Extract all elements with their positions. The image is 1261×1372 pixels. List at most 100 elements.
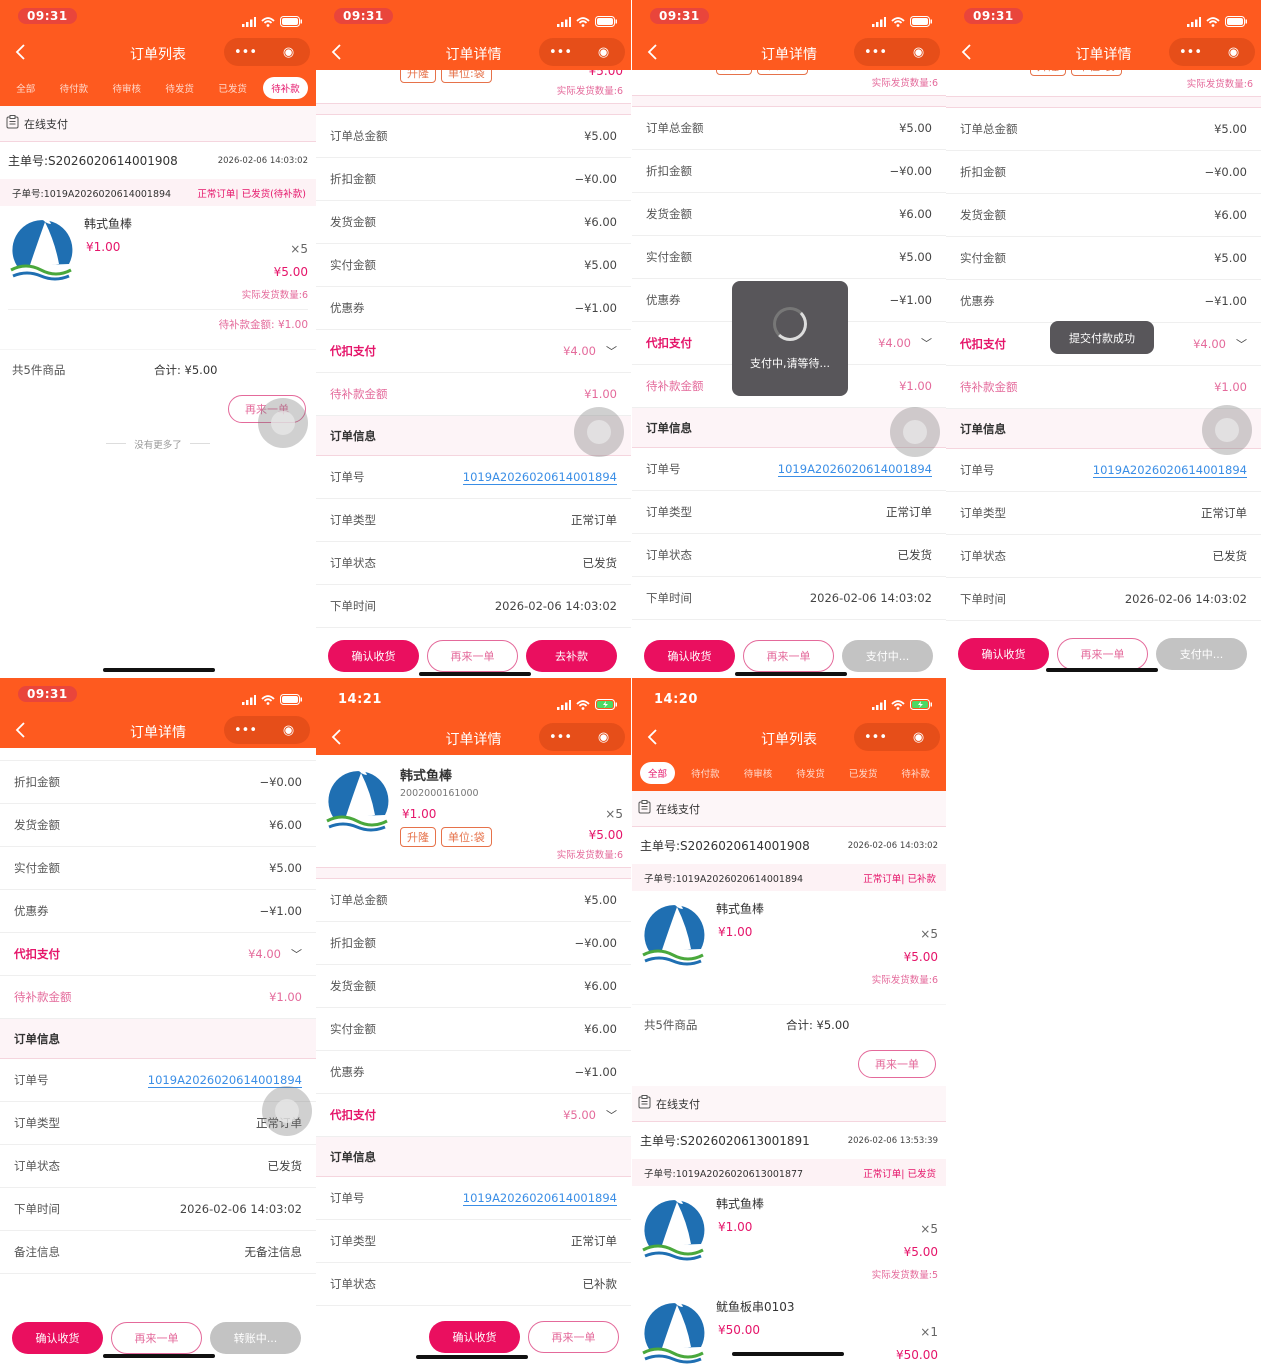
action-button-1[interactable]: 再来一单 [528, 1321, 619, 1353]
tab-1[interactable]: 待付款 [59, 84, 89, 95]
detail-label: 订单类型 [646, 505, 692, 519]
product-item[interactable]: 韩式鱼棒2002000161000¥1.00×5升隆单位:袋¥5.00实际发货数… [946, 70, 1261, 96]
detail-value-wrap: ¥6.00 [269, 818, 302, 832]
detail-row[interactable]: 代扣支付 ¥4.00 ﹀ [316, 330, 631, 373]
chevron-down-icon[interactable]: ﹀ [1236, 338, 1247, 351]
close-target-icon[interactable]: ◉ [912, 729, 925, 745]
close-target-icon[interactable]: ◉ [597, 729, 610, 745]
floating-assist-button[interactable] [262, 1086, 312, 1136]
more-dots-icon[interactable]: ••• [233, 722, 257, 738]
detail-value-wrap: ¥1.00 [584, 387, 617, 401]
subtotal: ¥5.00 [903, 1245, 938, 1259]
chevron-down-icon[interactable]: ﹀ [921, 337, 932, 350]
detail-row[interactable]: 代扣支付 ¥5.00 ﹀ [316, 1094, 631, 1137]
back-chevron-icon[interactable] [328, 727, 348, 747]
detail-value: 2026-02-06 14:03:02 [1124, 592, 1247, 606]
tab-4[interactable]: 已发货 [848, 769, 878, 780]
product-item[interactable]: 韩式鱼棒2002000161000¥1.00×5升隆单位:袋¥5.00实际发货数… [316, 70, 631, 103]
tab-3[interactable]: 待发货 [796, 769, 825, 780]
product-item[interactable]: 韩式鱼棒 ¥1.00 ×5 ¥5.00 实际发货数量:6 [632, 891, 946, 994]
tab-2[interactable]: 待审核 [743, 769, 773, 780]
tab-0[interactable]: 全部 [640, 762, 676, 784]
chevron-down-icon[interactable]: ﹀ [606, 1109, 617, 1122]
close-target-icon[interactable]: ◉ [282, 44, 295, 60]
action-button-0[interactable]: 确认收货 [328, 640, 419, 672]
order-number-link[interactable]: 1019A2026020614001894 [147, 1073, 302, 1088]
action-button-1[interactable]: 再来一单 [427, 640, 518, 672]
quantity: ×5 [290, 242, 308, 256]
tab-5[interactable]: 待补款 [901, 769, 930, 780]
detail-value: 2026-02-06 14:03:02 [179, 1202, 302, 1216]
order-number-link[interactable]: 1019A2026020614001894 [462, 1191, 617, 1206]
action-button-2[interactable]: 转账中... [210, 1322, 301, 1354]
nav-bar: 订单详情 ••• ◉ [316, 35, 631, 70]
action-button-0[interactable]: 确认收货 [429, 1321, 520, 1353]
action-button-2[interactable]: 支付中... [842, 640, 933, 672]
order-number-link[interactable]: 1019A2026020614001894 [462, 470, 617, 485]
order-number-link[interactable]: 1019A2026020614001894 [777, 462, 932, 477]
tab-4[interactable]: 已发货 [218, 84, 247, 95]
tab-0[interactable]: 全部 [16, 84, 36, 95]
product-item[interactable]: 韩式鱼棒 ¥1.00 ×5 ¥5.00 实际发货数量:5 [632, 1186, 946, 1289]
close-target-icon[interactable]: ◉ [1227, 44, 1240, 60]
payment-section-header: 在线支付 [632, 1086, 946, 1122]
back-chevron-icon[interactable] [958, 42, 978, 62]
close-target-icon[interactable]: ◉ [597, 44, 610, 60]
more-dots-icon[interactable]: ••• [1178, 44, 1202, 60]
more-dots-icon[interactable]: ••• [863, 729, 887, 745]
floating-assist-button[interactable] [258, 398, 308, 448]
floating-assist-button[interactable] [1202, 405, 1252, 455]
close-target-icon[interactable]: ◉ [912, 44, 925, 60]
product-item[interactable]: 韩式鱼棒2002000161000¥1.00×5升隆单位:袋¥5.00实际发货数… [632, 70, 946, 95]
back-chevron-icon[interactable] [328, 42, 348, 62]
action-button-1[interactable]: 再来一单 [111, 1322, 202, 1354]
order-status: 正常订单| 已发货 [863, 1168, 936, 1180]
action-button-1[interactable]: 再来一单 [1057, 638, 1148, 670]
floating-assist-button[interactable] [890, 407, 940, 457]
product-item[interactable]: 鱿鱼板串0103 ¥50.00 ×1 ¥50.00 [632, 1289, 946, 1372]
tab-1[interactable]: 待付款 [691, 769, 720, 780]
more-dots-icon[interactable]: ••• [548, 729, 572, 745]
detail-row[interactable]: 代扣支付 ¥4.00 ﹀ [0, 933, 316, 976]
product-item[interactable]: 韩式鱼棒 ¥1.00 ×5 ¥5.00 实际发货数量:6 [0, 206, 316, 309]
pending-payment-amount: 待补款金额: ¥1.00 [8, 309, 308, 339]
section-divider [632, 95, 946, 107]
action-button-0[interactable]: 确认收货 [12, 1322, 103, 1354]
more-dots-icon[interactable]: ••• [548, 44, 572, 60]
action-button-0[interactable]: 确认收货 [644, 640, 735, 672]
tab-2[interactable]: 待审核 [112, 84, 142, 95]
detail-row: 发货金额 ¥6.00 [946, 194, 1261, 237]
tab-3[interactable]: 待发货 [165, 84, 194, 95]
detail-label: 实付金额 [14, 861, 60, 875]
order-number-link[interactable]: 1019A2026020614001894 [1092, 463, 1247, 478]
action-button-2[interactable]: 去补款 [526, 640, 617, 672]
detail-label: 订单号 [960, 463, 995, 477]
close-target-icon[interactable]: ◉ [282, 722, 295, 738]
detail-value-wrap: −¥0.00 [574, 936, 617, 950]
detail-row[interactable]: 代扣支付 ¥4.00 ﹀ [946, 323, 1261, 366]
detail-row: 订单类型 正常订单 [316, 1220, 631, 1263]
back-chevron-icon[interactable] [644, 727, 664, 747]
detail-value-wrap: ¥5.00 ﹀ [563, 1107, 617, 1123]
payment-method-label: 在线支付 [656, 1097, 700, 1111]
reorder-button[interactable]: 再来一单 [858, 1050, 936, 1078]
chevron-down-icon[interactable]: ﹀ [606, 345, 617, 358]
action-button-2[interactable]: 支付中... [1156, 638, 1247, 670]
back-chevron-icon[interactable] [12, 720, 32, 740]
chevron-down-icon[interactable]: ﹀ [291, 948, 302, 961]
floating-assist-button[interactable] [574, 407, 624, 457]
more-dots-icon[interactable]: ••• [233, 44, 257, 60]
action-button-0[interactable]: 确认收货 [958, 638, 1049, 670]
detail-value-wrap: ¥5.00 [899, 250, 932, 264]
page-content: 韩式鱼棒2002000161000¥1.00×5升隆单位:袋¥5.00实际发货数… [946, 70, 1261, 632]
action-button-1[interactable]: 再来一单 [743, 640, 834, 672]
tab-5[interactable]: 待补款 [263, 77, 308, 99]
battery-charging-icon [595, 695, 617, 714]
back-chevron-icon[interactable] [12, 42, 32, 62]
more-dots-icon[interactable]: ••• [863, 44, 887, 60]
back-chevron-icon[interactable] [644, 42, 664, 62]
app-header: 14:21 订单详情 ••• ◉ [316, 678, 631, 755]
detail-label: 订单状态 [330, 556, 376, 570]
detail-value: ¥6.00 [584, 979, 617, 993]
